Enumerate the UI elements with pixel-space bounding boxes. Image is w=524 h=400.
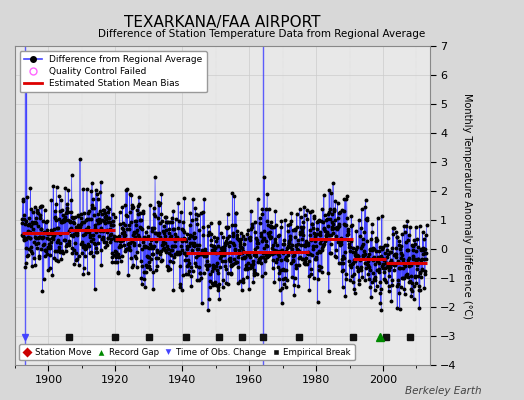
Y-axis label: Monthly Temperature Anomaly Difference (°C): Monthly Temperature Anomaly Difference (… xyxy=(462,92,472,318)
Text: Difference of Station Temperature Data from Regional Average: Difference of Station Temperature Data f… xyxy=(99,29,425,39)
Legend: Station Move, Record Gap, Time of Obs. Change, Empirical Break: Station Move, Record Gap, Time of Obs. C… xyxy=(19,344,355,360)
Text: Berkeley Earth: Berkeley Earth xyxy=(406,386,482,396)
Title: TEXARKANA/FAA AIRPORT: TEXARKANA/FAA AIRPORT xyxy=(124,15,321,30)
